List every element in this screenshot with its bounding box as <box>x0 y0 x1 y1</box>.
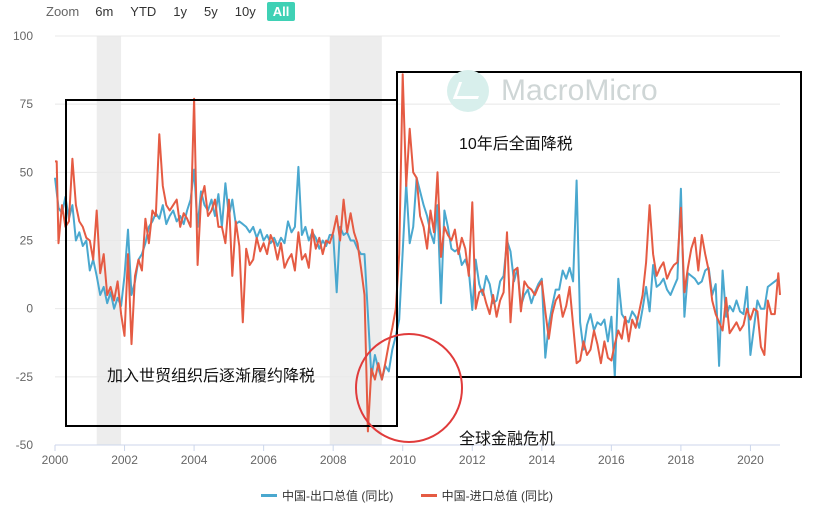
x-tick-label: 2000 <box>42 453 69 467</box>
y-tick-labels: -50 -25 0 25 50 75 100 <box>13 29 33 452</box>
y-tick-label: 50 <box>20 165 34 179</box>
chart-area: -50 -25 0 25 50 75 100 2000 2002 2004 2006 2008 201… <box>13 29 802 467</box>
x-tick-label: 2004 <box>181 453 208 467</box>
watermark-text: MacroMicro <box>501 74 658 107</box>
zoom-all-button[interactable]: All <box>266 1 296 21</box>
x-tick-label: 2006 <box>250 453 277 467</box>
x-tick-label: 2002 <box>111 453 138 467</box>
annotation-box-after-2010 <box>396 71 802 378</box>
legend-swatch-import <box>420 494 437 497</box>
y-tick-label: -25 <box>16 370 34 384</box>
x-tick-label: 2020 <box>737 453 764 467</box>
zoom-label: Zoom <box>46 3 80 19</box>
zoom-ytd-button[interactable]: YTD <box>130 3 157 19</box>
y-tick-label: 75 <box>20 97 34 111</box>
y-tick-label: 25 <box>20 234 34 248</box>
zoom-bar: Zoom 6m YTD 1y 5y 10y All <box>46 0 300 22</box>
annotation-shapes <box>65 71 802 443</box>
series-lines <box>54 73 781 433</box>
x-tick-label: 2016 <box>598 453 625 467</box>
annotation-wto: 加入世贸组织后逐渐履约降税 <box>107 368 316 385</box>
zoom-5y-button[interactable]: 5y <box>204 3 218 19</box>
legend-label-export: 中国-出口总值 (同比) <box>282 489 394 503</box>
x-tick-label: 2010 <box>389 453 416 467</box>
zoom-10y-button[interactable]: 10y <box>234 3 256 19</box>
annotation-circle-crisis <box>355 333 463 443</box>
y-tick-label: -50 <box>16 438 34 452</box>
zoom-1y-button[interactable]: 1y <box>173 3 188 19</box>
legend-label-import: 中国-进口总值 (同比) <box>441 489 553 503</box>
x-tick-label: 2018 <box>668 453 695 467</box>
zoom-6m-button[interactable]: 6m <box>95 3 114 19</box>
annotation-crisis: 全球金融危机 <box>459 431 556 448</box>
annotation-after-2010: 10年后全面降税 <box>459 136 573 153</box>
x-tick-label: 2012 <box>459 453 486 467</box>
y-tick-label: 0 <box>26 302 33 316</box>
macromicro-logo-icon <box>447 70 489 112</box>
legend: 中国-出口总值 (同比) 中国-进口总值 (同比) <box>0 486 814 504</box>
legend-item-export[interactable]: 中国-出口总值 (同比) <box>261 487 393 504</box>
legend-item-import[interactable]: 中国-进口总值 (同比) <box>420 487 553 504</box>
x-tick-label: 2014 <box>528 453 555 467</box>
legend-swatch-export <box>261 494 277 497</box>
y-tick-label: 100 <box>13 29 33 43</box>
x-tick-label: 2008 <box>320 453 347 467</box>
watermark: MacroMicro <box>447 70 658 112</box>
series-line-import <box>55 73 781 433</box>
grid-lines <box>55 35 780 446</box>
x-tick-labels: 2000 2002 2004 2006 2008 2010 2012 2014 2016 2018… <box>42 445 764 467</box>
